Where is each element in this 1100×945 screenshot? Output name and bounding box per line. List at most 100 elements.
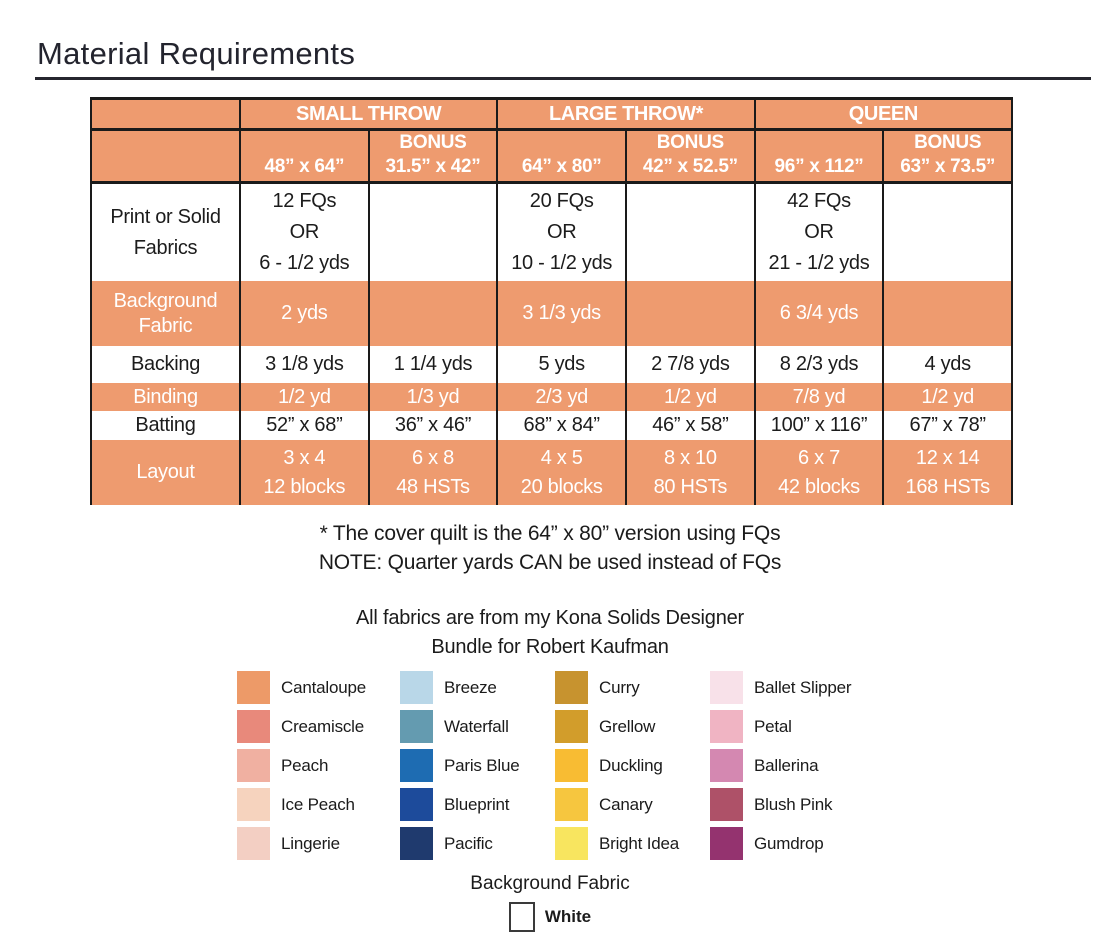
fabric-swatch	[400, 671, 433, 704]
fabric-swatch	[555, 827, 588, 860]
fabric-name: Pacific	[444, 833, 493, 853]
table-cell: 8 x 10 80 HSTs	[625, 440, 754, 505]
column-header-queen-bonus-size: BONUS 63” x 73.5”	[882, 131, 1011, 184]
size-label: 48” x 64”	[264, 155, 345, 177]
table-corner-cell	[92, 131, 239, 184]
fabric-swatch	[237, 788, 270, 821]
fabric-name: Blush Pink	[754, 794, 833, 814]
white-fabric-swatch	[508, 902, 535, 932]
fabric-name: Breeze	[444, 677, 497, 697]
fabric-name: Gumdrop	[754, 833, 824, 853]
table-cell	[625, 184, 754, 281]
table-cell: 2 7/8 yds	[625, 346, 754, 383]
fabric-swatch	[710, 749, 743, 782]
table-row-batting: Batting 52” x 68” 36” x 46” 68” x 84” 46…	[92, 411, 1011, 440]
table-cell: 6 x 8 48 HSTs	[367, 440, 497, 505]
legend-item: Pacific	[400, 827, 555, 860]
table-cell: 20 FQs OR 10 - 1/2 yds	[496, 184, 625, 281]
bonus-label: BONUS	[914, 132, 982, 153]
fabric-name: Grellow	[599, 716, 656, 736]
fabric-swatch	[400, 827, 433, 860]
table-cell: 1/2 yd	[625, 383, 754, 411]
fabric-name: Cantaloupe	[281, 677, 366, 697]
bonus-label: BONUS	[656, 132, 724, 153]
column-header-large-throw-bonus-size: BONUS 42” x 52.5”	[625, 131, 754, 184]
legend-item: Grellow	[555, 710, 710, 743]
fabric-swatch	[237, 671, 270, 704]
legend-item: Petal	[710, 710, 930, 743]
table-cell: 1 1/4 yds	[367, 346, 497, 383]
fabric-name: Curry	[599, 677, 640, 697]
white-fabric-name: White	[544, 907, 592, 926]
table-row-layout: Layout 3 x 4 12 blocks 6 x 8 48 HSTs 4 x…	[92, 440, 1011, 505]
fabric-name: Peach	[281, 755, 329, 775]
page-title: Material Requirements	[37, 36, 356, 71]
table-cell: 67” x 78”	[882, 411, 1011, 440]
legend-item: Blueprint	[400, 788, 555, 821]
table-group-header-row: SMALL THROW LARGE THROW* QUEEN	[92, 100, 1011, 131]
fabric-swatch	[555, 671, 588, 704]
fabric-swatch	[710, 710, 743, 743]
column-group-large-throw: LARGE THROW*	[496, 100, 753, 128]
legend-item: Ballerina	[710, 749, 930, 782]
fabric-name: Waterfall	[444, 716, 509, 736]
fabric-name: Blueprint	[444, 794, 510, 814]
fabric-name: Lingerie	[281, 833, 340, 853]
table-cell: 4 x 5 20 blocks	[496, 440, 625, 505]
material-requirements-table: SMALL THROW LARGE THROW* QUEEN 48” x 64”…	[90, 97, 1013, 505]
background-fabric-row: White	[0, 902, 1100, 932]
fabric-intro: All fabrics are from my Kona Solids Desi…	[0, 604, 1100, 662]
column-header-small-throw-size: 48” x 64”	[239, 131, 368, 184]
fabric-name: Duckling	[599, 755, 663, 775]
table-row-background-fabric: Background Fabric 2 yds 3 1/3 yds 6 3/4 …	[92, 281, 1011, 346]
fabric-swatch	[555, 788, 588, 821]
table-cell: 12 x 14 168 HSTs	[882, 440, 1011, 505]
row-label: Layout	[136, 461, 195, 483]
table-cell	[882, 184, 1011, 281]
table-cell: 52” x 68”	[239, 411, 368, 440]
fabric-name: Bright Idea	[599, 833, 680, 853]
fabric-name: Petal	[754, 716, 792, 736]
legend-column-pinks: Ballet Slipper Petal Ballerina Blush Pin…	[710, 671, 930, 866]
table-cell: 4 yds	[882, 346, 1011, 383]
table-cell	[367, 184, 497, 281]
table-cell: 6 x 7 42 blocks	[753, 440, 883, 505]
row-label: Binding	[133, 385, 198, 408]
fabric-name: Ballet Slipper	[754, 677, 852, 697]
size-label: 96” x 112”	[774, 155, 864, 177]
fabric-swatch	[237, 710, 270, 743]
table-row-backing: Backing 3 1/8 yds 1 1/4 yds 5 yds 2 7/8 …	[92, 346, 1011, 383]
table-cell: 42 FQs OR 21 - 1/2 yds	[753, 184, 883, 281]
fabric-swatch	[400, 710, 433, 743]
legend-item: Creamiscle	[237, 710, 400, 743]
legend-item: Gumdrop	[710, 827, 930, 860]
size-label: 42” x 52.5”	[642, 155, 738, 177]
legend-item: Waterfall	[400, 710, 555, 743]
column-header-small-throw-bonus-size: BONUS 31.5” x 42”	[367, 131, 497, 184]
legend-item: Breeze	[400, 671, 555, 704]
table-cell: 2 yds	[239, 281, 368, 346]
legend-column-blues: Breeze Waterfall Paris Blue Blueprint Pa…	[400, 671, 555, 866]
fabric-swatch	[710, 671, 743, 704]
legend-item: Ice Peach	[237, 788, 400, 821]
fabric-intro-line2: Bundle for Robert Kaufman	[431, 636, 669, 658]
row-label: Backing	[130, 353, 201, 375]
size-label: 31.5” x 42”	[385, 155, 481, 177]
table-cell	[367, 281, 497, 346]
fabric-name: Ice Peach	[281, 794, 355, 814]
legend-item: Lingerie	[237, 827, 400, 860]
table-cell: 3 1/8 yds	[239, 346, 368, 383]
table-cell: 100” x 116”	[753, 411, 883, 440]
size-label: 64” x 80”	[521, 155, 602, 177]
fabric-name: Canary	[599, 794, 653, 814]
legend-item: Ballet Slipper	[710, 671, 930, 704]
legend-item: Cantaloupe	[237, 671, 400, 704]
table-cell: 8 2/3 yds	[753, 346, 883, 383]
legend-column-yellows: Curry Grellow Duckling Canary Bright Ide…	[555, 671, 710, 866]
table-cell: 36” x 46”	[367, 411, 497, 440]
fabric-swatch	[555, 749, 588, 782]
legend-item: Curry	[555, 671, 710, 704]
legend-item: Blush Pink	[710, 788, 930, 821]
row-label: Batting	[135, 414, 196, 436]
